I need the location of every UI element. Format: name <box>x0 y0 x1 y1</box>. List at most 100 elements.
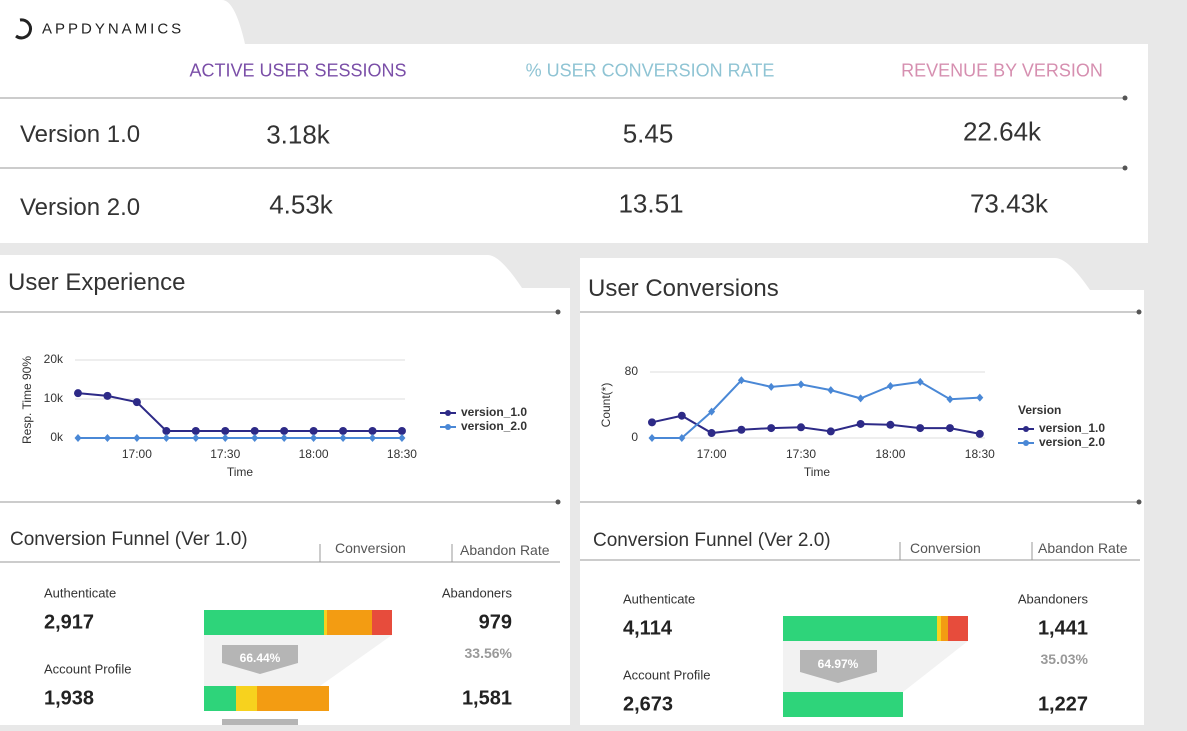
point <box>708 407 716 416</box>
row-label: Version 2.0 <box>20 194 141 221</box>
legend-label: version_1.0 <box>461 405 527 419</box>
x-tick-label: 17:30 <box>786 447 816 461</box>
point <box>310 434 318 442</box>
funnel-title: Conversion Funnel (Ver 1.0) <box>10 529 248 550</box>
column-header: Abandon Rate <box>1038 540 1128 556</box>
point <box>946 395 954 404</box>
legend-title: Version <box>1018 403 1061 417</box>
point <box>280 426 289 435</box>
step-count: 2,673 <box>623 693 674 716</box>
point <box>916 377 924 386</box>
point <box>916 424 925 433</box>
point <box>398 434 406 442</box>
abandoners: 979 <box>478 611 512 634</box>
point <box>886 382 894 391</box>
point <box>280 434 288 442</box>
point <box>192 434 200 442</box>
column-header: ACTIVE USER SESSIONS <box>189 60 407 81</box>
point <box>339 426 348 435</box>
abandoners-label: Abandoners <box>1017 591 1088 607</box>
abandon-pct: 35.03% <box>1040 651 1088 667</box>
point <box>339 434 347 442</box>
metric: 73.43k <box>969 188 1049 219</box>
point <box>162 426 171 435</box>
x-tick-label: 17:00 <box>697 447 727 461</box>
point <box>737 425 746 434</box>
point <box>221 426 230 435</box>
step-label: Account Profile <box>44 661 132 677</box>
point <box>191 426 200 435</box>
series-line <box>77 392 402 432</box>
point <box>309 426 318 435</box>
step-count: 1,938 <box>44 687 95 710</box>
point <box>857 394 865 403</box>
point <box>74 434 82 442</box>
row-label: Version 1.0 <box>20 121 141 148</box>
column-header: % USER CONVERSION RATE <box>525 60 775 81</box>
metric: 22.64k <box>962 116 1042 147</box>
conversion-pct: 64.97% <box>817 657 859 671</box>
point <box>369 434 376 442</box>
x-axis-label: Time <box>227 465 254 479</box>
point <box>251 434 259 442</box>
point <box>826 427 835 436</box>
point <box>162 434 170 442</box>
column-header: Conversion <box>910 540 981 556</box>
step-label: Authenticate <box>623 591 696 607</box>
point <box>976 393 984 402</box>
legend-marker <box>1023 440 1029 446</box>
point <box>707 429 716 438</box>
x-tick-label: 18:00 <box>299 447 329 461</box>
point <box>767 382 775 391</box>
conversion-pct: 66.44% <box>239 651 281 665</box>
metric: 13.51 <box>618 188 684 219</box>
point <box>103 391 112 400</box>
y-tick-label: 20k <box>44 352 64 366</box>
point <box>368 426 377 435</box>
y-tick-label: 80 <box>625 364 639 378</box>
abandoners: 1,227 <box>1037 693 1088 716</box>
step-count: 4,114 <box>623 617 672 640</box>
point <box>74 389 82 398</box>
y-tick-label: 0 <box>631 430 638 444</box>
metric: 5.45 <box>622 118 674 149</box>
funnel-title: Conversion Funnel (Ver 2.0) <box>593 530 831 551</box>
x-tick-label: 17:30 <box>210 447 240 461</box>
point <box>250 426 259 435</box>
column-header: Conversion <box>335 540 406 556</box>
point <box>737 376 745 385</box>
point <box>648 434 656 442</box>
panel-title: User Experience <box>8 269 186 296</box>
point <box>886 420 895 429</box>
point <box>397 426 406 435</box>
metric: 4.53k <box>269 189 333 220</box>
step-label: Authenticate <box>44 585 117 601</box>
legend-label: version_2.0 <box>461 419 527 433</box>
y-axis-label: Count(*) <box>599 383 613 428</box>
point <box>946 424 954 433</box>
point <box>678 434 686 442</box>
x-tick-label: 17:00 <box>122 447 152 461</box>
legend-marker <box>445 410 451 416</box>
panel-title: User Conversions <box>588 275 779 302</box>
y-axis-label: Resp. Time 90% <box>20 356 34 444</box>
point <box>132 398 141 407</box>
logo: APPDYNAMICS <box>42 20 185 38</box>
abandon-pct: 33.56% <box>464 645 512 661</box>
point <box>827 386 835 395</box>
x-tick-label: 18:00 <box>875 447 905 461</box>
legend-label: version_1.0 <box>1039 421 1105 435</box>
x-axis-label: Time <box>804 465 831 479</box>
point <box>975 429 984 438</box>
legend-marker <box>1023 426 1029 432</box>
point <box>221 434 229 442</box>
point <box>133 434 141 442</box>
legend-label: version_2.0 <box>1039 435 1105 449</box>
column-header: Abandon Rate <box>460 542 550 558</box>
x-tick-label: 18:30 <box>965 447 995 461</box>
y-tick-label: 0k <box>50 430 64 444</box>
step-count: 2,917 <box>44 611 95 634</box>
